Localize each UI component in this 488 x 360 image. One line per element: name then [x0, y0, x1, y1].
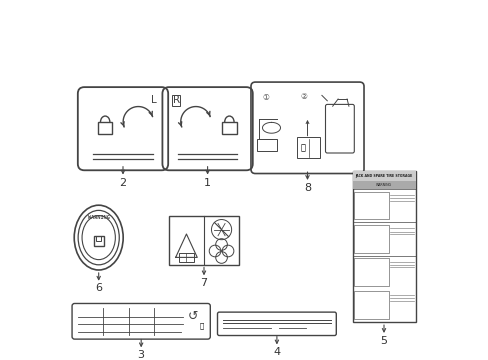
- Text: WARNING: WARNING: [375, 183, 391, 187]
- Bar: [94, 235, 103, 246]
- Text: 3: 3: [138, 350, 144, 360]
- Text: 2: 2: [119, 177, 126, 188]
- Text: 7: 7: [200, 278, 207, 288]
- Bar: [296, 137, 320, 158]
- Bar: [354, 292, 388, 319]
- Text: L: L: [151, 95, 156, 105]
- Text: 1: 1: [203, 177, 211, 188]
- Text: ↺: ↺: [187, 310, 198, 323]
- Bar: [354, 225, 388, 253]
- Text: WARNING: WARNING: [87, 215, 109, 220]
- Bar: [354, 258, 388, 286]
- Text: 🔑: 🔑: [199, 323, 203, 329]
- Text: ①: ①: [262, 93, 269, 102]
- Text: 6: 6: [95, 283, 102, 293]
- Text: R: R: [172, 95, 179, 105]
- Bar: [354, 192, 388, 220]
- Bar: [168, 216, 239, 265]
- Text: JACK AND SPARE TIRE STORAGE: JACK AND SPARE TIRE STORAGE: [355, 174, 412, 178]
- Text: 8: 8: [304, 183, 310, 193]
- Bar: [222, 122, 236, 134]
- Text: 4: 4: [273, 347, 280, 357]
- Bar: [257, 139, 276, 151]
- Text: 📖: 📖: [300, 143, 305, 152]
- Bar: [96, 235, 101, 240]
- Bar: [98, 122, 112, 134]
- Text: ②: ②: [300, 92, 307, 101]
- Bar: [352, 171, 415, 322]
- Text: 5: 5: [380, 336, 386, 346]
- Bar: [178, 253, 194, 262]
